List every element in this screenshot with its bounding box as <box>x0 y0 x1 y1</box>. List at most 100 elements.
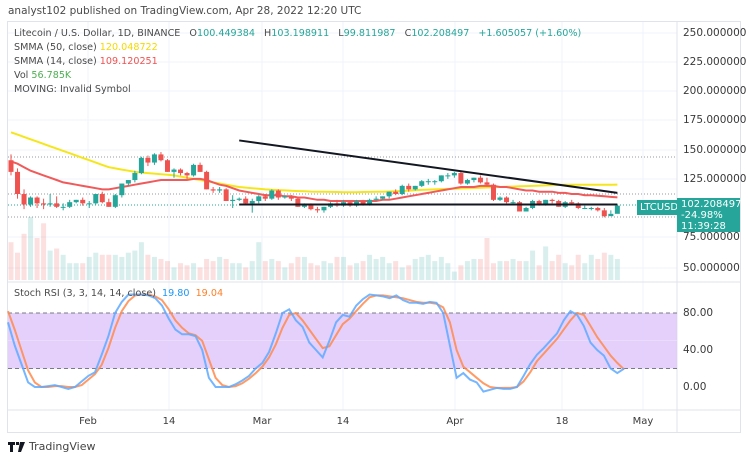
candle-body <box>230 199 236 202</box>
stoch-legend[interactable]: Stoch RSI (3, 3, 14, 14, close) 19.80 19… <box>14 288 224 299</box>
candle-body <box>249 201 255 204</box>
smma50-line <box>10 131 618 194</box>
candle-body <box>543 199 549 205</box>
volume-bar <box>530 250 536 280</box>
candle-body <box>151 154 157 163</box>
candle-body <box>21 194 27 205</box>
price-axis-label: 225.000000 <box>683 56 747 68</box>
stoch-k-line <box>7 293 625 393</box>
candle-body <box>425 181 431 183</box>
time-axis-label: 14 <box>162 416 176 427</box>
volume-bar <box>536 265 542 280</box>
tradingview-brand[interactable]: TradingView <box>8 440 95 453</box>
stoch-d-line <box>7 293 625 389</box>
stoch-axis-label: 0.00 <box>683 381 707 393</box>
volume-bar <box>125 252 131 280</box>
candle-body <box>360 201 366 205</box>
volume-bar <box>197 267 203 280</box>
volume-bar <box>386 263 392 280</box>
volume-bar <box>8 242 14 280</box>
volume-bar <box>106 254 112 280</box>
volume-bar <box>164 261 170 280</box>
time-axis-label: Apr <box>446 416 464 427</box>
volume-bar <box>308 263 314 280</box>
candle-body <box>158 154 164 161</box>
volume-bar <box>341 256 347 280</box>
candle-body <box>445 175 451 177</box>
candle-body <box>536 201 542 205</box>
candle-body <box>99 194 105 203</box>
volume-bar <box>243 267 249 280</box>
volume-bar <box>301 256 307 280</box>
candle-body <box>614 205 620 214</box>
candle-body <box>54 203 60 207</box>
volume-bar <box>497 261 503 280</box>
candle-body <box>204 171 210 190</box>
candle-body <box>367 199 373 205</box>
volume-bar <box>380 256 386 280</box>
price-axis-label: 175.000000 <box>683 114 747 126</box>
stoch-k-value: 19.80 <box>162 288 190 299</box>
volume-bar <box>99 254 105 280</box>
legend-volume[interactable]: Vol 56.785K <box>14 70 72 81</box>
volume-bar <box>230 263 236 280</box>
volume-bar <box>419 256 425 280</box>
legend-moving[interactable]: MOVING: Invalid Symbol <box>14 84 131 95</box>
candle-body <box>419 181 425 186</box>
volume-bar <box>269 259 275 280</box>
volume-bar <box>34 238 40 280</box>
time-axis-label: Feb <box>79 416 97 427</box>
volume-bar <box>67 263 73 280</box>
candle-body <box>28 197 34 205</box>
candle-body <box>47 203 53 205</box>
volume-bar <box>256 242 262 280</box>
candle-body <box>197 164 203 172</box>
tradingview-logo-icon <box>8 441 25 452</box>
legend-open: O100.449384 <box>189 28 255 39</box>
candle-body <box>601 210 607 217</box>
volume-bar <box>236 263 242 280</box>
volume-bar <box>210 261 216 280</box>
candle-body <box>67 202 73 207</box>
volume-bar <box>490 263 496 280</box>
candle-body <box>484 182 490 185</box>
time-axis-label: Mar <box>252 416 272 427</box>
volume-bar <box>373 259 379 280</box>
time-axis-label: May <box>632 416 654 427</box>
price-axis-label: 75.000000 <box>683 231 740 243</box>
candle-body <box>15 171 21 195</box>
candle-body <box>399 185 405 195</box>
volume-bar <box>288 263 294 280</box>
candle-body <box>288 196 294 199</box>
volume-bar <box>438 256 444 280</box>
volume-bar <box>367 254 373 280</box>
volume-bar <box>80 263 86 280</box>
candle-body <box>451 173 457 176</box>
stoch-axis-label: 40.00 <box>683 344 714 356</box>
volume-bar <box>184 265 190 280</box>
candle-body <box>301 204 307 207</box>
volume-bar <box>249 261 255 280</box>
volume-bar <box>28 217 34 280</box>
candle-body <box>269 190 275 199</box>
legend-smma50[interactable]: SMMA (50, close) 120.048722 <box>14 42 158 53</box>
price-axis-label: 150.000000 <box>683 144 747 156</box>
price-axis-label: 200.000000 <box>683 85 747 97</box>
candle-body <box>80 199 86 204</box>
candle-body <box>432 181 438 183</box>
legend-smma14[interactable]: SMMA (14, close) 109.120251 <box>14 56 158 67</box>
candle-body <box>314 209 320 211</box>
volume-bar <box>608 254 614 280</box>
candle-body <box>119 183 125 196</box>
legend-low: L99.811987 <box>338 28 396 39</box>
candle-body <box>308 204 314 210</box>
volume-bar <box>151 256 157 280</box>
volume-bar <box>556 254 562 280</box>
volume-bar <box>21 233 27 280</box>
candle-body <box>504 197 510 203</box>
candle-body <box>393 191 399 195</box>
legend-main-row: Litecoin / U.S. Dollar, 1D, BINANCE O100… <box>14 28 581 39</box>
price-axis-label: 250.000000 <box>683 27 747 39</box>
volume-bar <box>119 256 125 280</box>
